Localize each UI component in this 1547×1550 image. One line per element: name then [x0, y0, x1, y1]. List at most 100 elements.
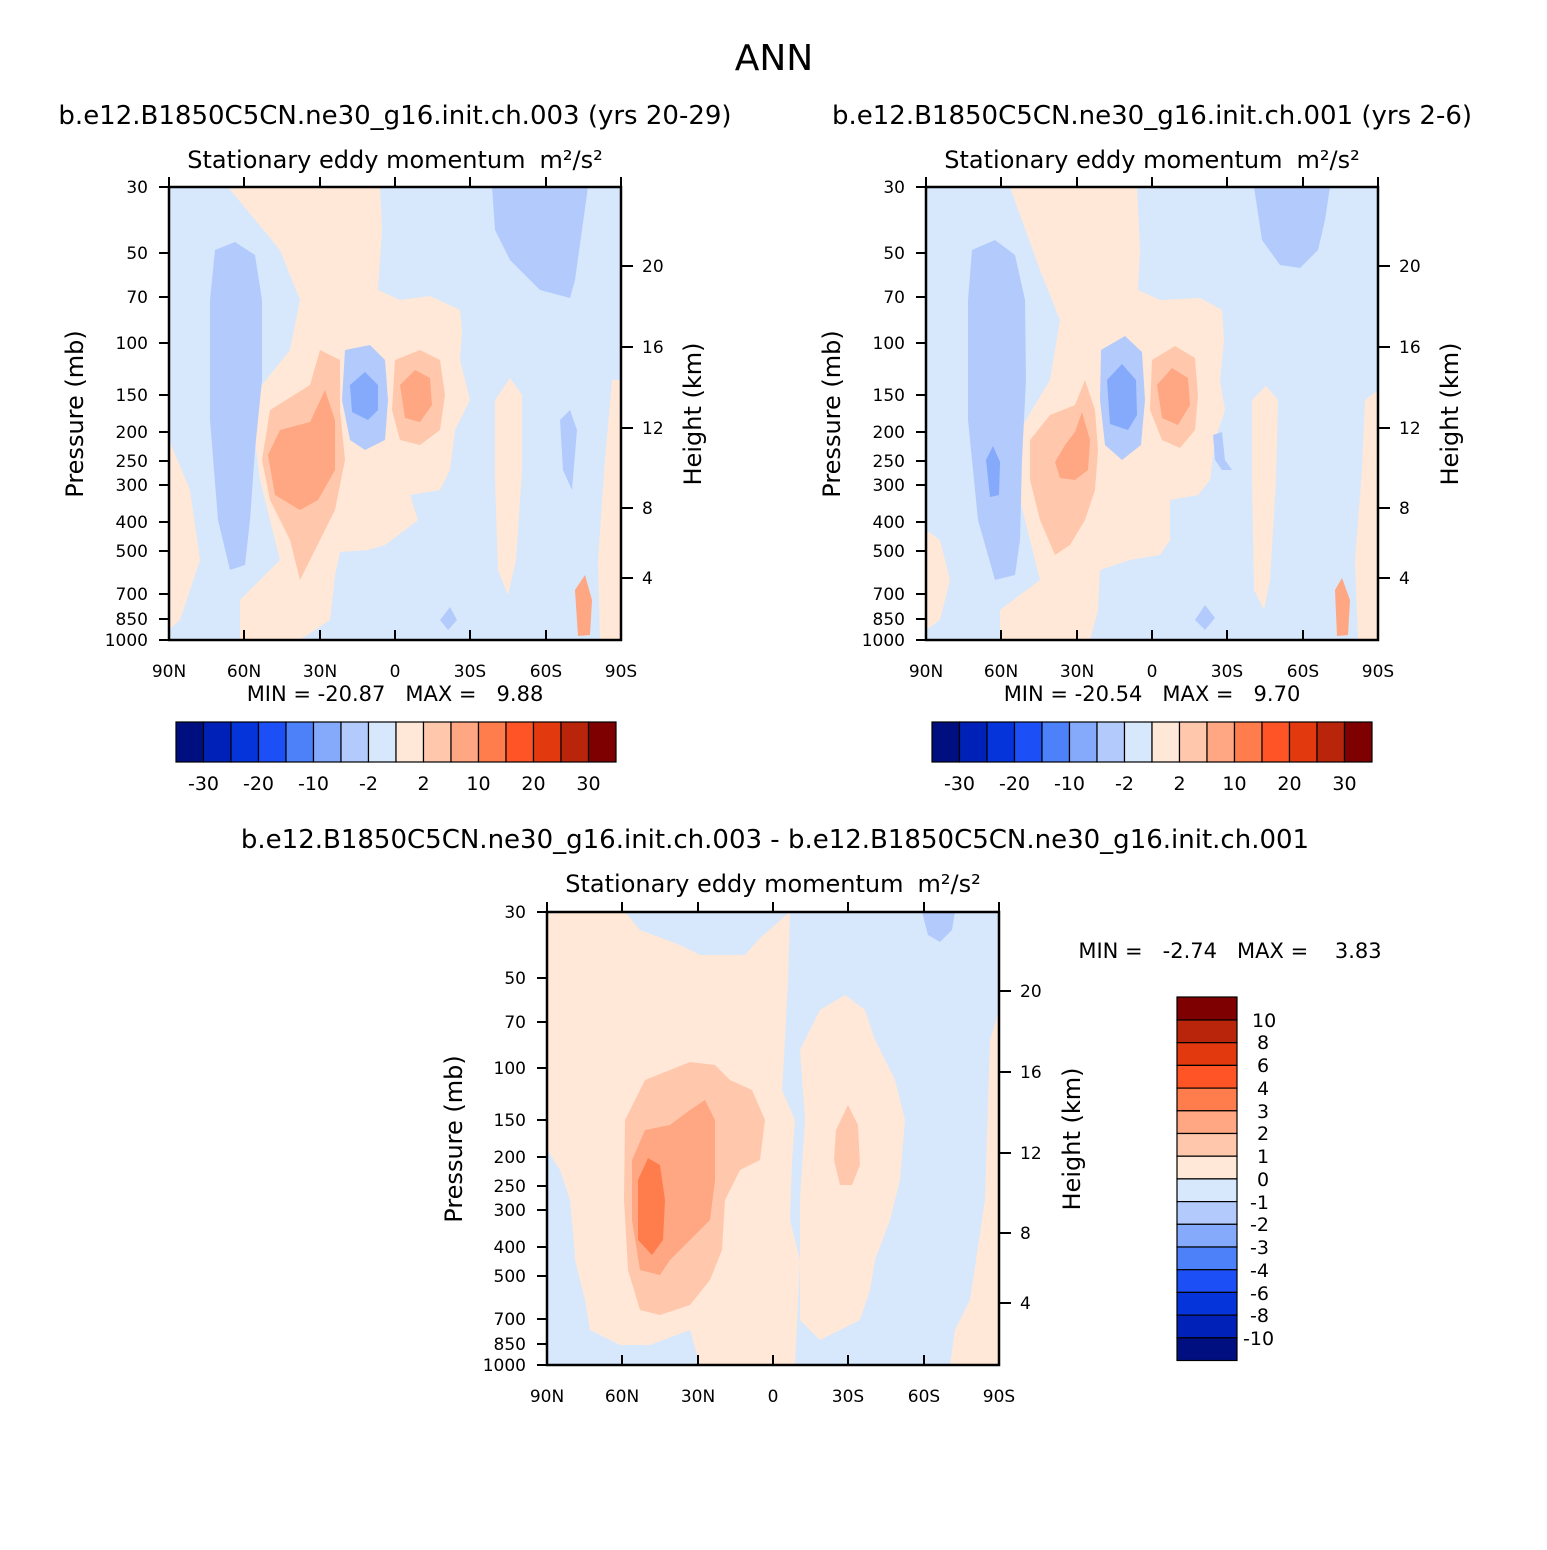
y-tick-label: 30 — [883, 178, 905, 198]
panel-1: b.e12.B1850C5CN.ne30_g16.init.ch.003 (yr… — [58, 101, 731, 795]
colorbar-swatch — [1013, 721, 1043, 763]
panel-3-title: b.e12.B1850C5CN.ne30_g16.init.ch.003 - b… — [241, 825, 1309, 855]
x-tick-label: 0 — [390, 662, 401, 682]
contour-positive-lower-left — [169, 440, 200, 630]
y-tick-label: 200 — [873, 423, 905, 443]
panel-1-x-tick-labels: 90N 60N 30N 0 30S 60S 90S — [152, 662, 637, 682]
contour-negative-stratosphere — [1254, 187, 1330, 268]
y-tick-label: 200 — [116, 423, 148, 443]
contour-positive-polar-spike — [575, 575, 592, 636]
colorbar-swatch — [1233, 721, 1263, 763]
y-tick-label: 150 — [494, 1111, 526, 1131]
x-tick-label: 30S — [454, 662, 486, 682]
y-tick-label: 1000 — [862, 631, 905, 651]
colorbar-label: 20 — [1277, 773, 1301, 795]
colorbar-label: 2 — [1257, 1123, 1269, 1145]
panel-3-colorbar-labels: 10 8 6 4 3 2 1 0 -1 -2 -3 -4 -6 -8 -10 — [1243, 1010, 1276, 1350]
colorbar-label: -2 — [1250, 1214, 1269, 1236]
panel-3-y-tick-labels: 30 50 70 100 150 200 250 300 400 500 700… — [483, 903, 526, 1376]
colorbar-label: 0 — [1257, 1169, 1269, 1191]
colorbar-swatch — [1316, 721, 1346, 763]
contour-negative-highlat — [968, 240, 1026, 580]
contour-negative-polar — [922, 912, 955, 942]
x-tick-label: 60N — [605, 1387, 639, 1407]
colorbar-label: 3 — [1257, 1101, 1269, 1123]
height-tick-label: 12 — [1399, 419, 1421, 439]
panel-2-colorbar-labels: -30 -20 -10 -2 2 10 20 30 — [944, 773, 1357, 795]
y-tick-label: 300 — [873, 476, 905, 496]
contour-positive-polar-spike — [1335, 578, 1350, 636]
panel-1-y-axis-label: Pressure (mb) — [61, 330, 89, 497]
contour-negative-left-gap — [547, 1150, 575, 1345]
panel-3-y-ticks — [537, 911, 547, 1366]
colorbar-label: 30 — [576, 773, 600, 795]
colorbar-label: 10 — [466, 773, 490, 795]
colorbar-label: -2 — [1115, 773, 1134, 795]
colorbar-swatch — [1178, 721, 1208, 763]
x-tick-label: 60N — [227, 662, 261, 682]
x-tick-label: 30N — [681, 1387, 715, 1407]
colorbar-swatch — [1123, 721, 1153, 763]
panel-2-x-tick-labels: 90N 60N 30N 0 30S 60S 90S — [909, 662, 1394, 682]
panel-3-contours — [547, 912, 999, 1365]
colorbar-swatch — [986, 721, 1016, 763]
colorbar-swatch — [1206, 721, 1236, 763]
panel-2-contours — [926, 187, 1378, 640]
colorbar-swatch — [1176, 1178, 1238, 1203]
y-tick-label: 30 — [126, 178, 148, 198]
colorbar-label: 20 — [521, 773, 545, 795]
colorbar-swatch — [1176, 1064, 1238, 1089]
x-tick-label: 90S — [605, 662, 637, 682]
contour-positive-midlat-core — [268, 390, 335, 510]
colorbar-swatch — [532, 721, 562, 763]
y-tick-label: 150 — [116, 386, 148, 406]
x-tick-label: 30N — [1060, 662, 1094, 682]
colorbar-swatch — [477, 721, 507, 763]
colorbar-swatch — [587, 721, 617, 763]
colorbar-swatch — [958, 721, 988, 763]
y-tick-label: 400 — [116, 513, 148, 533]
y-tick-label: 100 — [116, 334, 148, 354]
x-tick-label: 0 — [768, 1387, 779, 1407]
x-tick-label: 60S — [1287, 662, 1319, 682]
colorbar-swatch — [505, 721, 535, 763]
x-tick-label: 0 — [1147, 662, 1158, 682]
colorbar-swatch — [1343, 721, 1373, 763]
colorbar-label: 10 — [1252, 1010, 1276, 1032]
height-tick-label: 20 — [642, 257, 664, 277]
panel-1-y-ticks — [159, 186, 169, 641]
y-tick-label: 250 — [873, 452, 905, 472]
y-tick-label: 250 — [494, 1177, 526, 1197]
colorbar-swatch — [1176, 1337, 1238, 1362]
panel-1-title: b.e12.B1850C5CN.ne30_g16.init.ch.003 (yr… — [58, 101, 731, 131]
height-tick-label: 12 — [1020, 1144, 1042, 1164]
panel-1-units: m²/s² — [540, 146, 603, 174]
panel-1-stats: MIN = -20.87 MAX = 9.88 — [247, 682, 544, 706]
colorbar-swatch — [1176, 1200, 1238, 1225]
contour-negative-highlat-core — [986, 446, 1000, 497]
contour-negative-stratosphere — [492, 187, 588, 298]
colorbar-swatch — [1176, 996, 1238, 1021]
colorbar-swatch — [1176, 1246, 1238, 1271]
y-tick-label: 700 — [116, 585, 148, 605]
y-tick-label: 100 — [873, 334, 905, 354]
panel-1-height-ticks — [621, 265, 633, 579]
panel-3-stats: MIN = -2.74 MAX = 3.83 — [1078, 939, 1381, 963]
panel-1-height-axis-label: Height (km) — [679, 343, 707, 486]
panel-3-x-tick-labels: 90N 60N 30N 0 30S 60S 90S — [530, 1387, 1015, 1407]
panel-1-contours — [169, 187, 621, 640]
contour-negative-subtropical-core — [1107, 364, 1137, 430]
y-tick-label: 300 — [494, 1201, 526, 1221]
panel-3-height-ticks — [999, 990, 1011, 1304]
x-tick-label: 30S — [1211, 662, 1243, 682]
colorbar-label: 10 — [1222, 773, 1246, 795]
contour-positive-sh-core — [834, 1105, 860, 1185]
panel-2-x-ticks — [925, 177, 1379, 640]
colorbar-swatch — [560, 721, 590, 763]
colorbar-swatch — [257, 721, 287, 763]
panel-1-colorbar-labels: -30 -20 -10 -2 2 10 20 30 — [188, 773, 601, 795]
colorbar-swatch — [285, 721, 315, 763]
contour-positive-sh-column — [1252, 386, 1278, 610]
panel-3: b.e12.B1850C5CN.ne30_g16.init.ch.003 - b… — [241, 825, 1382, 1407]
y-tick-label: 400 — [873, 513, 905, 533]
